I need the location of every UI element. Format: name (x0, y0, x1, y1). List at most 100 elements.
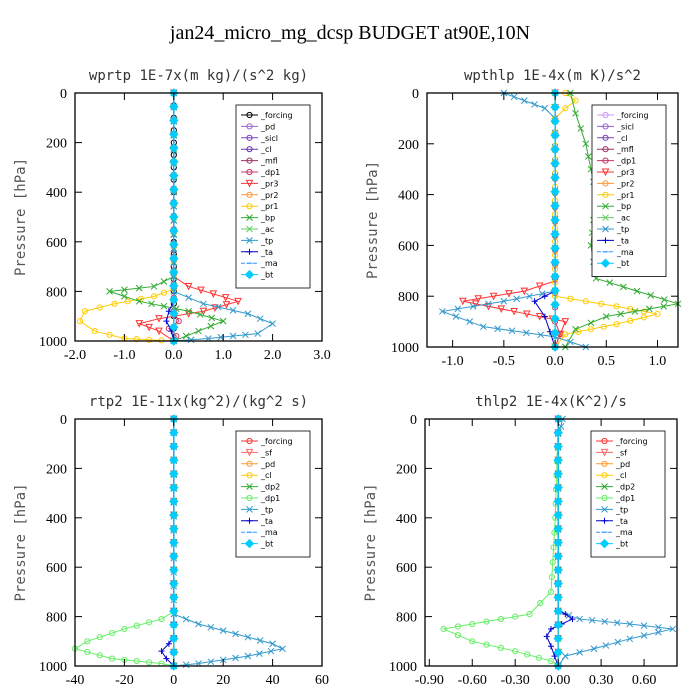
data-point (158, 648, 165, 655)
data-point (121, 293, 128, 300)
data-point (633, 287, 641, 295)
data-point (505, 290, 513, 298)
data-point (655, 623, 662, 631)
y-tick-label: 0 (60, 413, 67, 428)
data-point (526, 611, 533, 618)
plot-frame (74, 418, 323, 667)
data-point (561, 652, 569, 660)
y-tick-label: 1000 (389, 660, 417, 675)
data-point (512, 613, 519, 620)
legend-marker (246, 203, 253, 210)
data-point (81, 308, 88, 315)
data-point (244, 633, 252, 641)
data-point (84, 648, 91, 656)
data-point (567, 295, 574, 302)
data-point (169, 524, 179, 534)
series-line (441, 418, 559, 667)
data-point (550, 243, 560, 253)
data-point (614, 638, 622, 646)
data-point (214, 303, 222, 311)
data-point (550, 102, 560, 112)
data-point (185, 294, 192, 301)
data-point (135, 284, 143, 292)
data-point (479, 323, 487, 331)
legend: _forcing _sf _pd _cl _dp2 _dp1 _tp _ta _ma _bt (590, 430, 666, 558)
plot-frame (74, 92, 323, 342)
data-point (489, 292, 498, 301)
legend-label: _bp (616, 202, 631, 211)
legend-label: _ma (260, 259, 278, 268)
data-point (485, 300, 492, 308)
data-point (562, 105, 569, 112)
data-point (520, 287, 529, 296)
data-point (169, 294, 179, 305)
legend-label: _ta (616, 236, 629, 245)
data-point (169, 578, 179, 589)
y-tick-label: 800 (46, 611, 67, 626)
legend-marker (599, 538, 610, 549)
data-point (550, 201, 560, 211)
data-point (169, 441, 179, 452)
data-point (547, 588, 555, 596)
data-point (557, 423, 565, 430)
legend-label: _pd (260, 122, 275, 131)
data-point (244, 652, 252, 660)
legend-marker (246, 146, 253, 153)
legend-label: _pr1 (616, 191, 634, 200)
data-point (208, 314, 216, 322)
data-point (613, 303, 620, 310)
data-point (550, 158, 560, 169)
data-point (562, 611, 569, 618)
data-point (155, 315, 163, 323)
legend-label: _forcing (260, 437, 293, 446)
series-bp (106, 89, 227, 345)
data-point (146, 619, 153, 626)
data-point (626, 635, 634, 643)
data-point (169, 239, 179, 250)
data-point (550, 187, 560, 197)
y-tick-label: 1000 (39, 335, 67, 350)
data-point (195, 327, 202, 335)
data-point (550, 314, 560, 324)
y-tick-label: 600 (396, 561, 417, 576)
data-point (588, 616, 596, 624)
legend-label: _dp1 (260, 494, 280, 503)
data-point (133, 622, 140, 629)
data-point (547, 657, 555, 665)
series-bt (550, 88, 560, 352)
legend-marker (602, 225, 609, 233)
data-point (229, 332, 237, 340)
legend-marker (601, 483, 608, 490)
data-point (602, 313, 610, 320)
data-point (549, 559, 556, 566)
data-point (553, 441, 563, 452)
x-tick-label: 1.0 (649, 354, 667, 369)
data-point (454, 305, 462, 313)
x-tick-label: 0.30 (589, 673, 614, 688)
data-point (175, 318, 182, 325)
x-tick-label: 0 (170, 673, 177, 688)
data-point (526, 292, 533, 300)
data-point (613, 321, 620, 328)
data-point (163, 655, 170, 662)
legend-marker (246, 134, 253, 141)
data-point (553, 606, 563, 616)
data-point (76, 318, 84, 325)
data-point (145, 323, 153, 332)
data-point (232, 630, 239, 638)
legend-marker (246, 157, 253, 164)
data-point (572, 109, 579, 117)
data-point (640, 622, 648, 630)
data-point (601, 618, 609, 625)
data-point (471, 300, 480, 308)
data-point (600, 323, 607, 330)
x-tick-label: 1.0 (214, 348, 232, 363)
y-tick-label: 200 (398, 138, 419, 153)
data-point (550, 328, 560, 338)
x-tick-label: -0.60 (458, 673, 487, 688)
legend-label: _pr3 (260, 179, 278, 188)
data-point (524, 651, 531, 658)
legend-marker (246, 506, 253, 513)
y-tick-label: 800 (396, 611, 417, 626)
data-point (626, 620, 634, 628)
